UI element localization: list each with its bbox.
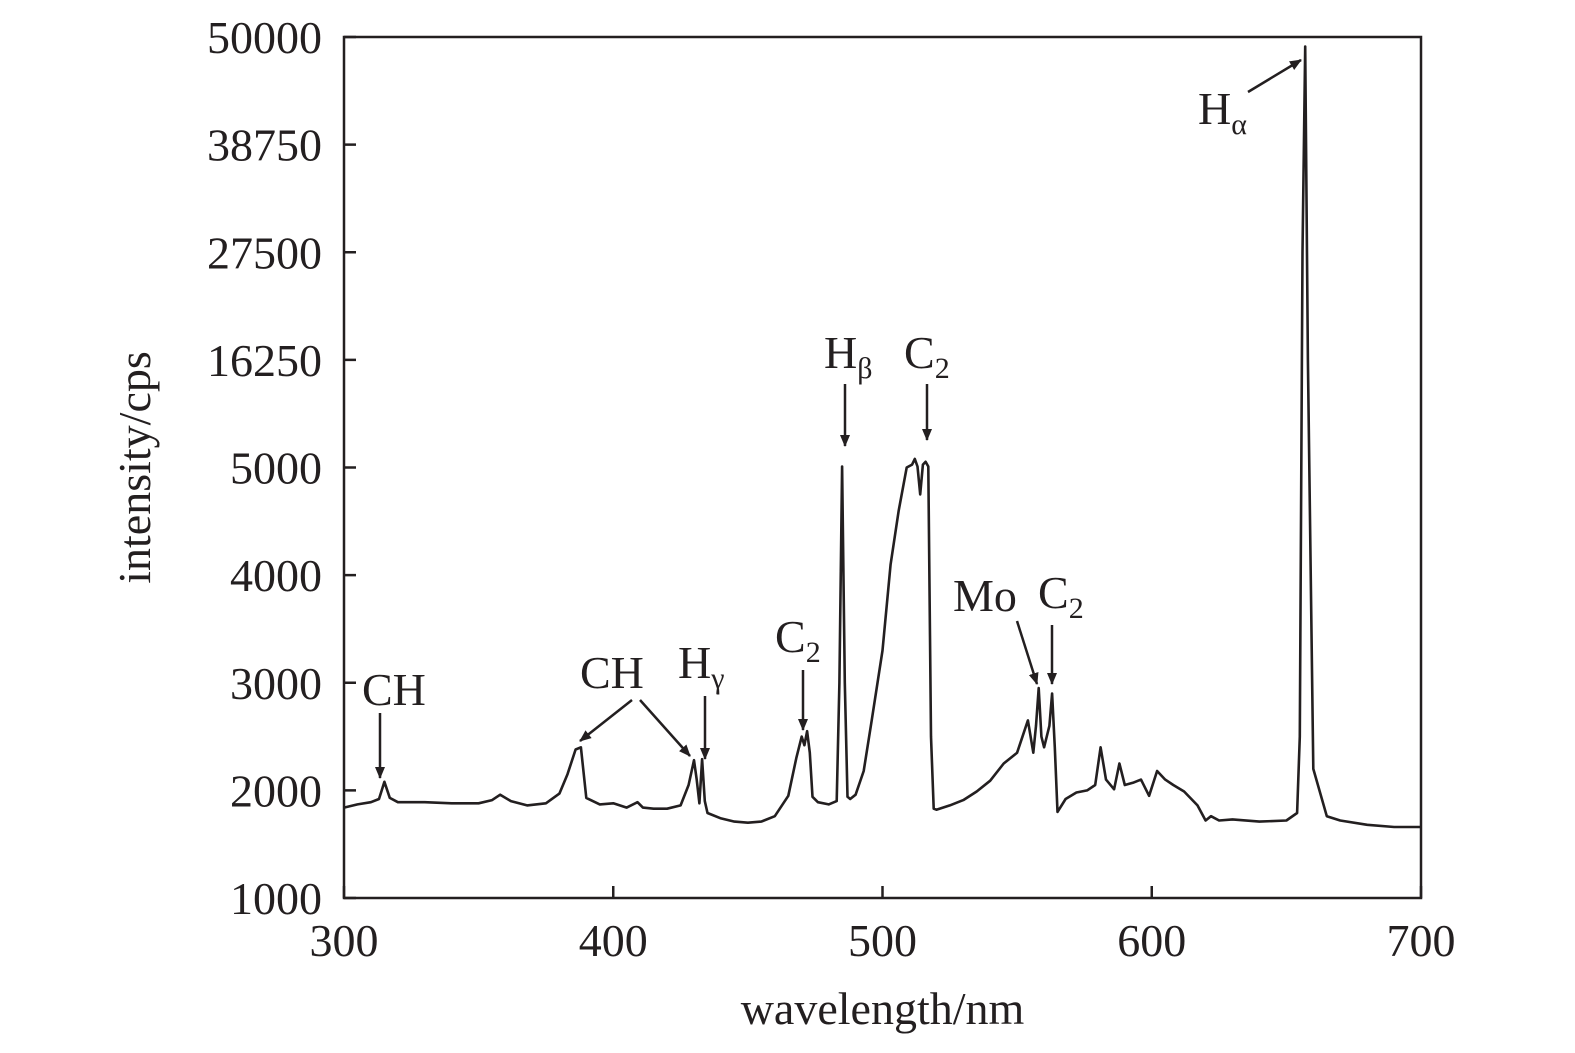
y-tick-label: 1000 [230, 873, 322, 924]
y-tick-label: 2000 [230, 765, 322, 816]
peak-annotation-label: C2 [775, 611, 821, 669]
annotation-layer: CH CH Hγ C2 Hβ C2 Mo C2 Hα [362, 58, 1302, 779]
peak-annotation-label: Hβ [824, 327, 873, 385]
ticks-layer: 300 400 500 600 700 1000 2000 3000 4000 5000 16250… [207, 12, 1456, 966]
peak-annotation-label: Hγ [678, 637, 725, 695]
y-tick-label: 3000 [230, 658, 322, 709]
peak-annotation-arrow [579, 699, 633, 742]
peak-annotation-arrow [639, 699, 691, 757]
x-tick-label: 700 [1387, 915, 1456, 966]
plot-frame [342, 35, 1423, 900]
x-tick-label: 500 [848, 915, 917, 966]
x-axis-title: wavelength/nm [741, 983, 1025, 1034]
x-tick-label: 600 [1117, 915, 1186, 966]
peak-annotation-label: CH [580, 647, 644, 698]
x-tick-label: 300 [310, 915, 379, 966]
y-tick-label: 50000 [207, 12, 322, 63]
y-axis-title: intensity/cps [109, 351, 160, 584]
y-tick-label: 4000 [230, 550, 322, 601]
peak-annotation-label: C2 [904, 327, 950, 385]
peak-annotation-label: CH [362, 664, 426, 715]
y-tick-label: 38750 [207, 120, 322, 171]
spectrum-line [343, 45, 1421, 829]
x-tick-label: 400 [579, 915, 648, 966]
line-layer [343, 45, 1421, 829]
peak-annotation-arrow [1247, 58, 1302, 94]
y-tick-label: 27500 [207, 227, 322, 278]
y-tick-label: 5000 [230, 443, 322, 494]
peak-annotation-arrow [1015, 620, 1039, 685]
peak-annotation-label: Hα [1198, 83, 1247, 141]
y-tick-label: 16250 [207, 335, 322, 386]
peak-annotation-label: Mo [953, 570, 1017, 621]
peak-annotation-label: C2 [1038, 567, 1084, 625]
